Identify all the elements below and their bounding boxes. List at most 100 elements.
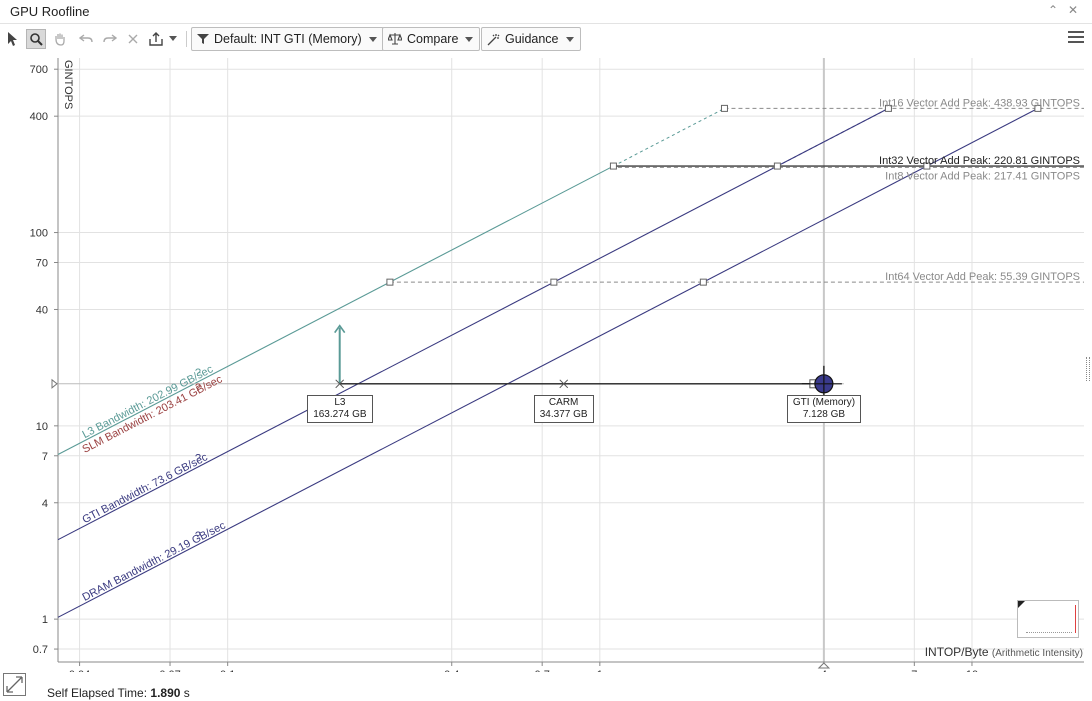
toolbar-separator: [186, 31, 187, 47]
self-elapsed-time-unit: s: [183, 686, 190, 700]
l3-point-marker[interactable]: [335, 379, 345, 389]
point-label-traffic: 7.128 GB: [802, 408, 846, 420]
self-elapsed-time: Self Elapsed Time: 1.890 s: [47, 686, 190, 700]
self-elapsed-time-value: 1.890: [150, 686, 181, 700]
x-tick-label: 0.7: [535, 669, 550, 672]
point-label-traffic: 163.274 GB: [313, 408, 367, 420]
filter-dropdown-label: Default: INT GTI (Memory): [214, 32, 362, 46]
y-tick-label: 400: [30, 111, 48, 123]
ridge-point-marker[interactable]: [773, 162, 781, 170]
chart-labels: 0.7 1 4 7 10 40 70 100 400 700 0.04 0.07 0.1 0.4 0.7 1 4…: [30, 60, 1083, 672]
y-performance-marker: [51, 378, 58, 389]
pan-tool-icon[interactable]: [50, 29, 70, 49]
toolbar: Default: INT GTI (Memory) Compare Guidan…: [0, 26, 1092, 52]
roofline-chart[interactable]: 0.7 1 4 7 10 40 70 100 400 700 0.04 0.07 0.1 0.4 0.7 1 4…: [0, 52, 1092, 672]
x-tick-label: 4: [821, 669, 827, 672]
menu-icon[interactable]: [1068, 31, 1084, 45]
y-tick-label: 4: [42, 498, 48, 510]
memory-roof-extension: [613, 107, 725, 167]
grid: [58, 58, 1084, 662]
memory-roof-line[interactable]: [57, 165, 614, 456]
zoom-tool-icon[interactable]: [26, 29, 46, 49]
help-mark[interactable]: ?: [195, 530, 201, 542]
window-title: GPU Roofline: [10, 4, 90, 19]
export-icon[interactable]: [146, 29, 166, 49]
memory-roof-line[interactable]: [57, 107, 1039, 618]
x-tick-label: 1: [597, 669, 603, 672]
ridge-point-marker[interactable]: [386, 278, 394, 286]
x-tick-label: 0.04: [69, 669, 90, 672]
memory-roof-line[interactable]: [57, 107, 889, 541]
y-tick-label: 0.7: [33, 644, 48, 656]
x-tick-label: 0.07: [159, 669, 180, 672]
compare-dropdown-label: Compare: [407, 32, 459, 46]
y-tick-label: 40: [36, 304, 48, 316]
y-tick-label: 70: [36, 257, 48, 269]
minimap-roofs: [1026, 632, 1072, 633]
ridge-point-marker[interactable]: [720, 104, 728, 112]
help-mark[interactable]: ?: [195, 452, 201, 464]
y-tick-label: 10: [36, 421, 48, 433]
close-icon[interactable]: ✕: [1067, 3, 1079, 17]
axes: [51, 58, 1084, 669]
chevron-down-icon: [465, 36, 474, 42]
roofs: [57, 104, 1084, 618]
export-dropdown-icon[interactable]: [166, 29, 180, 49]
magic-wand-icon: [487, 33, 500, 45]
guidance-dropdown[interactable]: Guidance: [481, 27, 581, 51]
filter-icon: [197, 34, 209, 44]
filter-dropdown[interactable]: Default: INT GTI (Memory): [191, 27, 384, 51]
chevron-down-icon: [565, 36, 574, 42]
pointer-tool-icon[interactable]: [2, 29, 22, 49]
help-mark[interactable]: ?: [195, 367, 201, 379]
x-tick-label: 0.4: [444, 669, 459, 672]
y-axis-title: GINTOPS: [62, 60, 74, 109]
scales-icon: [388, 33, 402, 45]
minimap-corner: [1018, 601, 1025, 608]
help-mark[interactable]: ?: [195, 382, 201, 394]
x-axis-title: INTOP/Byte (Arithmetic Intensity): [925, 645, 1083, 659]
point-label-carm[interactable]: CARM 34.377 GB: [533, 394, 594, 423]
y-tick-label: 7: [42, 451, 48, 463]
point-label-gti-memory-[interactable]: GTI (Memory) 7.128 GB: [786, 394, 862, 423]
guidance-dropdown-label: Guidance: [505, 32, 559, 46]
y-tick-label: 1: [42, 614, 48, 626]
minimap-viewport-marker: [1075, 605, 1076, 633]
ridge-point-marker[interactable]: [923, 162, 931, 170]
carm-point-marker[interactable]: [559, 379, 569, 389]
compute-roof-label: Int64 Vector Add Peak: 55.39 GINTOPS: [885, 271, 1080, 283]
x-ai-marker: [817, 662, 831, 669]
ridge-point-marker[interactable]: [609, 162, 617, 170]
chevron-down-icon: [368, 36, 377, 42]
clear-icon[interactable]: [123, 29, 143, 49]
y-tick-label: 100: [30, 228, 48, 240]
point-label-name: L3: [334, 396, 346, 408]
ridge-point-marker[interactable]: [1034, 104, 1042, 112]
memory-roof-extension: [777, 107, 889, 167]
l3-arrow-head: [334, 324, 346, 334]
memory-roof-label: SLM Bandwidth: 203.41 GB/sec: [80, 373, 224, 456]
ridge-point-marker[interactable]: [884, 104, 892, 112]
redo-icon[interactable]: [100, 29, 120, 49]
point-label-l3[interactable]: L3 163.274 GB: [307, 394, 373, 423]
compare-dropdown[interactable]: Compare: [382, 27, 481, 51]
x-tick-label: 0.1: [220, 669, 235, 672]
undo-icon[interactable]: [76, 29, 96, 49]
memory-roof-label: GTI Bandwidth: 73.6 GB/sec: [80, 451, 210, 526]
self-elapsed-time-label: Self Elapsed Time:: [47, 686, 148, 700]
ridge-point-marker[interactable]: [699, 278, 707, 286]
collapse-icon[interactable]: ⌃: [1047, 3, 1059, 17]
point-label-name: CARM: [548, 396, 579, 408]
chart-minimap[interactable]: [1017, 600, 1079, 638]
expand-icon[interactable]: [3, 673, 26, 696]
point-label-traffic: 34.377 GB: [539, 408, 588, 420]
ridge-point-marker[interactable]: [550, 278, 558, 286]
resize-grip[interactable]: [1086, 357, 1090, 381]
x-tick-label: 7: [911, 669, 917, 672]
compute-roof-label: Int16 Vector Add Peak: 438.93 GINTOPS: [879, 97, 1080, 109]
x-tick-label: 10: [966, 669, 978, 672]
y-tick-label: 700: [30, 64, 48, 76]
point-label-name: GTI (Memory): [792, 396, 856, 408]
memory-roof-label: DRAM Bandwidth: 29.19 GB/sec: [80, 519, 228, 603]
compute-roof-label: Int32 Vector Add Peak: 220.81 GINTOPS: [879, 155, 1080, 167]
